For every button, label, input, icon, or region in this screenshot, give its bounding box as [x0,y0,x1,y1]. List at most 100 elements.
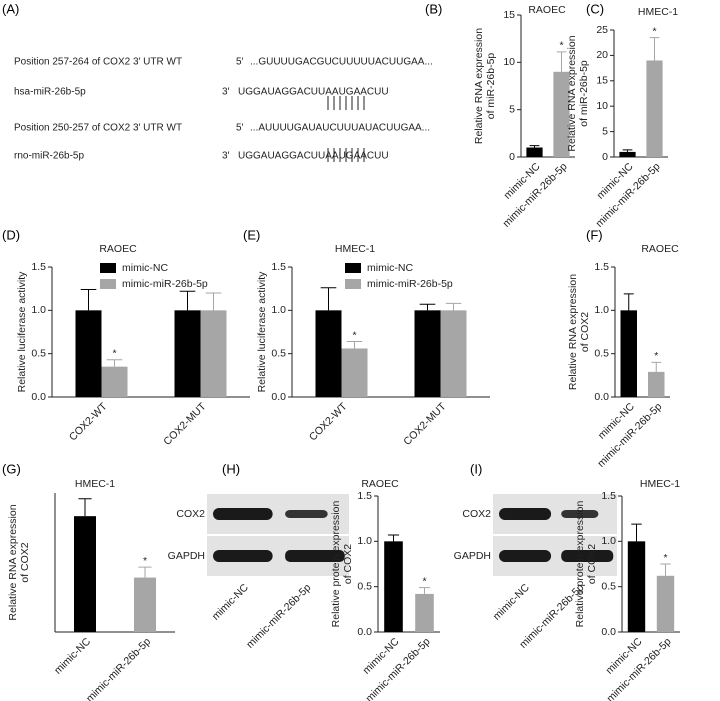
x-tick-label: mimic-miR-26b-5p [84,635,153,701]
blot-row-label: COX2 [462,508,491,520]
y-tick-label: 5 [602,125,608,137]
y-axis-label: Relative protein expression [574,501,586,628]
significance: * [143,555,147,567]
x-tick-label: COX2-MUT [401,400,449,448]
bar [200,310,227,397]
y-tick-label: 0.0 [31,391,46,403]
significance: * [654,350,658,362]
y-tick-label: 10 [596,100,608,112]
chart-title: HMEC-1 [335,243,375,255]
y-tick-label: 10 [503,56,515,68]
legend-label: mimic-miR-26b-5p [367,278,453,290]
band [213,550,273,562]
bar [384,541,403,632]
significance: * [352,329,356,341]
y-tick-label: 0 [602,151,608,163]
y-tick-label: 0.5 [31,347,46,359]
bar [341,348,368,397]
blot-row-label: GAPDH [168,550,205,562]
y-tick-label: 20 [596,49,608,61]
legend-label: mimic-NC [122,262,168,274]
error-bar [138,566,152,578]
sequence: ...GUUUUGACGUCUUUUUACUUGAA... [250,57,433,68]
bar [646,60,663,158]
bar [315,310,342,397]
bar [627,541,646,632]
y-axis-label: of COX2 [19,542,31,582]
y-axis-label: of COX2 [586,544,598,584]
legend-label: mimic-miR-26b-5p [122,278,208,290]
bar [619,151,636,157]
legend-swatch [345,279,361,289]
chart-title: HMEC-1 [640,478,680,490]
x-tick-label: mimic-NC [52,635,93,676]
pairing-lines [327,96,365,162]
bar [553,71,570,157]
bar [74,516,96,632]
error-bar [529,145,540,148]
bar [75,310,102,397]
y-tick-label: 5 [509,103,515,115]
legend-swatch [100,279,116,289]
significance: * [422,575,426,587]
y-tick-label: 0.5 [594,347,609,359]
chart-title: RAOEC [641,243,679,255]
y-tick-label: 1.0 [31,304,46,316]
row-label: Position 250-257 of COX2 3′ UTR WT [14,123,182,134]
error-bar [419,303,436,311]
y-axis-label: Relative protein expression [330,501,342,628]
band [499,550,552,562]
sequence: UGGAUAGGACUUAAUGAACUU [238,151,389,162]
error-bar [622,149,633,152]
y-tick-label: 25 [596,24,608,36]
significance: * [663,552,667,564]
panel-label: (C) [586,1,604,16]
y-tick-label: 1.5 [271,261,286,273]
y-tick-label: 1.5 [357,490,372,502]
lane-label: mimic-NC [491,581,532,622]
bar [656,575,675,632]
y-tick-label: 1.5 [601,490,616,502]
prime: 3′ [222,151,230,162]
y-tick-label: 0.5 [357,580,372,592]
y-axis-label: Relative RNA expression [473,28,485,144]
panel-label: (D) [2,227,20,242]
y-tick-label: 1.5 [594,261,609,273]
band [213,508,273,520]
y-tick-label: 1.0 [357,535,372,547]
y-tick-label: 0.5 [271,347,286,359]
bar [620,310,637,397]
bar [414,310,441,397]
error-bar [660,563,671,576]
y-axis-label: of miR-26b-5p [485,53,497,120]
y-tick-label: 0.5 [601,580,616,592]
y-tick-label: 1.0 [601,535,616,547]
panel-label: (H) [222,461,240,476]
legend-swatch [345,263,361,273]
chart-title: RAOEC [528,4,566,16]
x-tick-label: COX2-WT [67,400,110,443]
panel-label: (A) [2,1,19,16]
y-tick-label: 0.0 [357,626,372,638]
error-bar [80,289,97,311]
chart-title: HMEC-1 [75,478,115,490]
x-tick-label: COX2-MUT [161,400,209,448]
error-bar [649,37,660,61]
y-tick-label: 1.0 [271,304,286,316]
panel-label: (I) [470,461,482,476]
error-bar [623,293,634,311]
error-bar [106,359,123,367]
y-axis-label: of COX2 [579,312,591,352]
y-axis-label: of miR-26b-5p [578,60,590,127]
blot-row-label: COX2 [176,508,205,520]
error-bar [320,287,337,311]
bar [174,310,201,397]
band [561,510,599,518]
panel-label: (B) [425,1,442,16]
bar [440,310,467,397]
panel-label: (F) [586,227,603,242]
band [285,510,328,518]
y-tick-label: 0.0 [601,626,616,638]
y-axis-label: Relative RNA expression [7,504,19,620]
